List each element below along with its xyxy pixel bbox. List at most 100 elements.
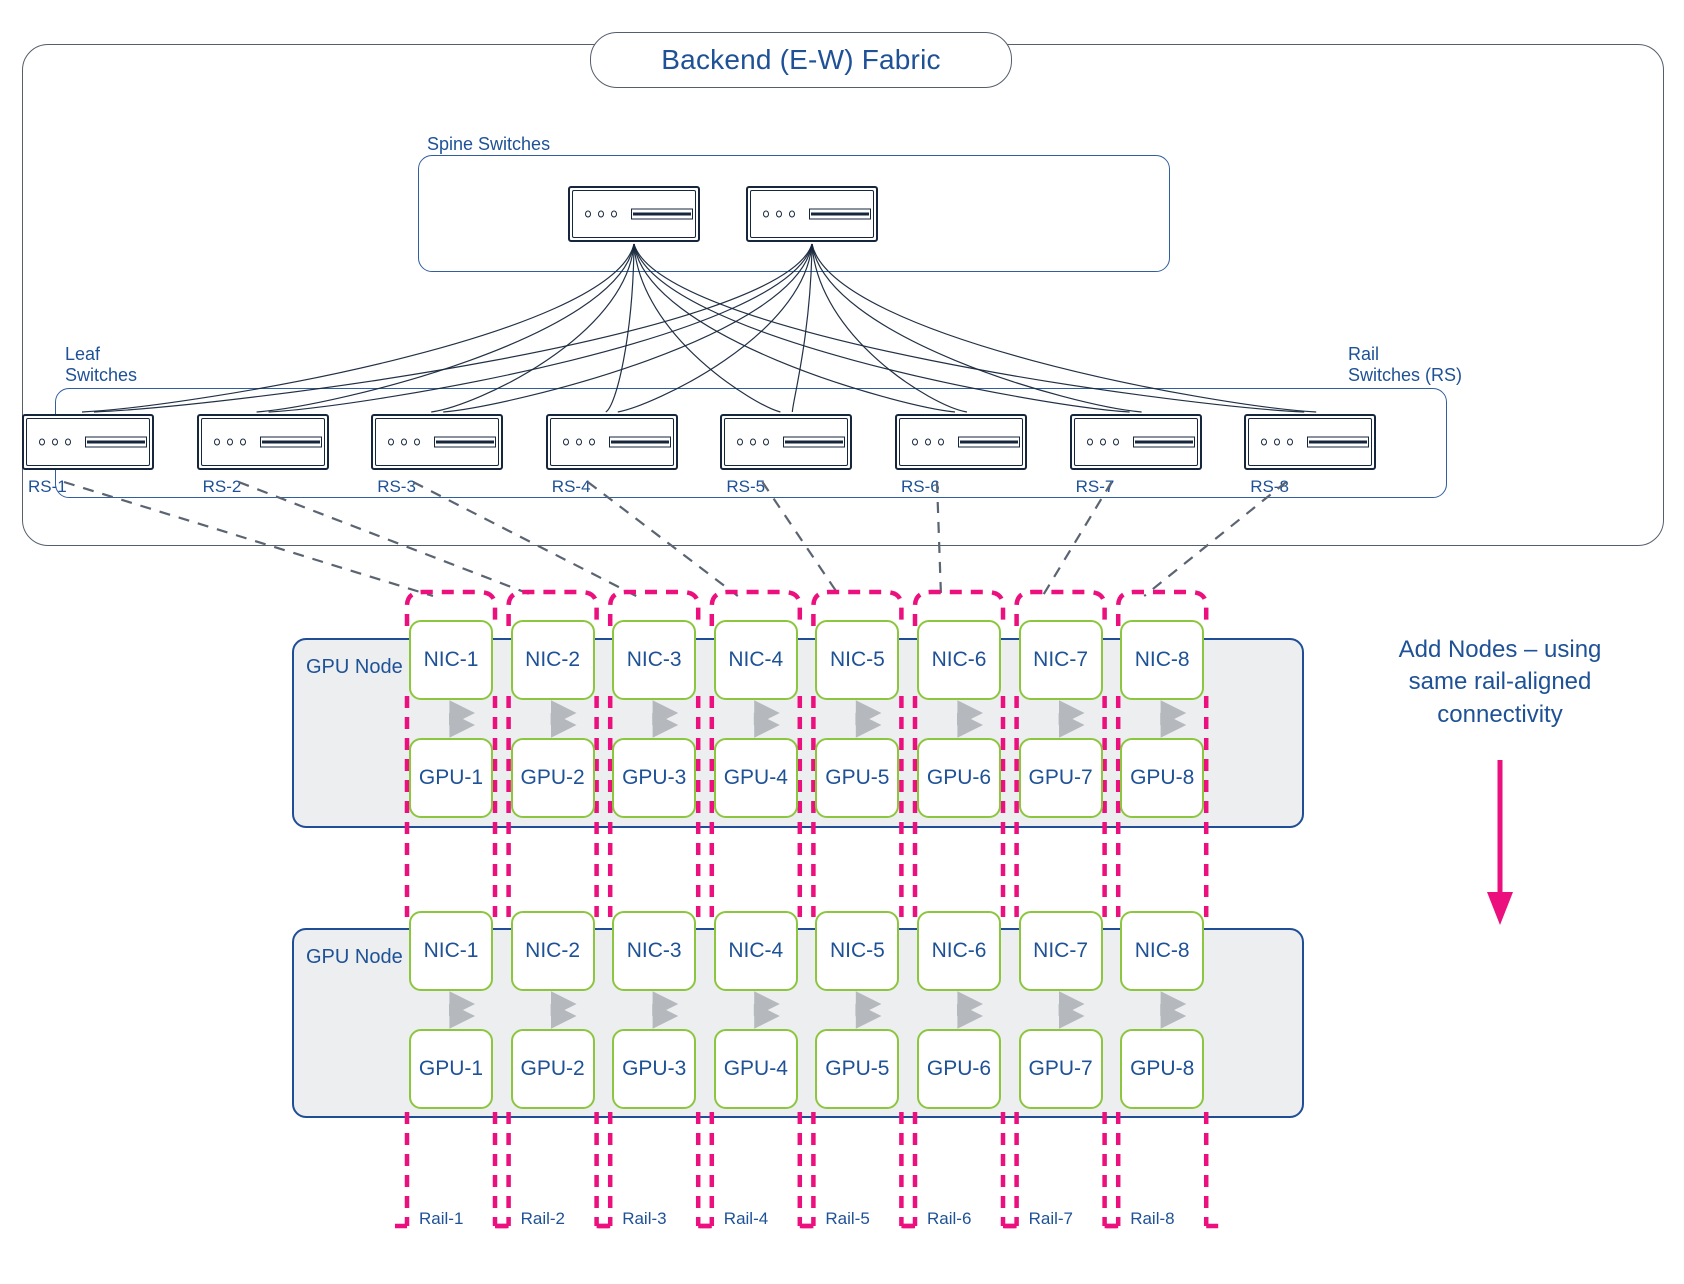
rail-switch-2[interactable] xyxy=(196,414,329,470)
rail-label-3: Rail-3 xyxy=(622,1209,667,1228)
gpu-cell-2-7[interactable]: GPU-7 xyxy=(1018,1029,1103,1109)
switch-port-bar-icon xyxy=(958,436,1020,448)
rail-switch-6[interactable] xyxy=(895,414,1027,470)
switch-port-bar-icon xyxy=(434,436,497,448)
switch-faceplate xyxy=(200,418,325,466)
rail-switch-3[interactable] xyxy=(371,414,504,470)
switch-port-bar-icon xyxy=(259,436,322,448)
gpu-cell-2-1[interactable]: GPU-1 xyxy=(409,1029,493,1109)
add-nodes-line3: connectivity xyxy=(1437,700,1563,728)
nic-cell-1-7[interactable]: NIC-7 xyxy=(1018,620,1103,700)
switch-port-dots-icon xyxy=(39,438,71,446)
switch-faceplate xyxy=(899,418,1023,466)
nic-cell-1-8[interactable]: NIC-8 xyxy=(1120,620,1205,700)
gpu-cell-1-6[interactable]: GPU-6 xyxy=(917,738,1001,818)
gpu-cell-1-2[interactable]: GPU-2 xyxy=(510,738,595,818)
switch-port-dots-icon xyxy=(1086,438,1119,446)
rail-label-7: Rail-7 xyxy=(1028,1209,1073,1228)
rail-switch-4[interactable] xyxy=(545,414,678,470)
nic-cell-2-4[interactable]: NIC-4 xyxy=(713,911,798,991)
rail-switch-label-1: RS-1 xyxy=(28,477,67,496)
nic-cell-2-8[interactable]: NIC-8 xyxy=(1120,911,1205,991)
add-nodes-arrow-icon xyxy=(1487,760,1513,925)
add-nodes-line1: Add Nodes – using xyxy=(1398,636,1602,663)
leaf-switches-label: Leaf Switches xyxy=(65,344,138,386)
gpu-cell-2-3[interactable]: GPU-3 xyxy=(612,1029,697,1109)
rail-switch-7[interactable] xyxy=(1069,414,1202,470)
rail-label-8: Rail-8 xyxy=(1130,1209,1175,1228)
nic-cell-2-7[interactable]: NIC-7 xyxy=(1018,911,1103,991)
rail-switch-8[interactable] xyxy=(1244,414,1377,470)
nic-cell-1-6[interactable]: NIC-6 xyxy=(917,620,1001,700)
switch-faceplate xyxy=(572,190,696,238)
rail-switch-1[interactable] xyxy=(22,414,154,470)
switch-faceplate xyxy=(26,418,150,466)
nic-cell-1-4[interactable]: NIC-4 xyxy=(713,620,798,700)
rail-switch-label-8: RS-8 xyxy=(1250,477,1289,496)
fabric-title: Backend (E-W) Fabric xyxy=(590,32,1012,88)
switch-port-bar-icon xyxy=(631,208,693,220)
rail-switch-label-6: RS-6 xyxy=(901,477,940,496)
gpu-cell-1-3[interactable]: GPU-3 xyxy=(612,738,697,818)
switch-port-bar-icon xyxy=(1307,436,1370,448)
nic-cell-2-6[interactable]: NIC-6 xyxy=(917,911,1001,991)
switch-port-bar-icon xyxy=(1132,436,1195,448)
spine-switch-2[interactable] xyxy=(746,186,878,242)
rail-switches-label: Rail Switches (RS) xyxy=(1348,344,1463,386)
nic-cell-2-1[interactable]: NIC-1 xyxy=(409,911,493,991)
nic-cell-1-3[interactable]: NIC-3 xyxy=(612,620,697,700)
rail-switch-label-5: RS-5 xyxy=(726,477,766,496)
nic-cell-2-5[interactable]: NIC-5 xyxy=(815,911,900,991)
nic-cell-1-1[interactable]: NIC-1 xyxy=(409,620,493,700)
switch-port-bar-icon xyxy=(85,436,147,448)
add-nodes-line2: same rail-aligned xyxy=(1408,668,1592,696)
rail-switch-label-4: RS-4 xyxy=(551,477,591,496)
gpu-cell-2-5[interactable]: GPU-5 xyxy=(815,1029,900,1109)
rail-switch-label-2: RS-2 xyxy=(202,477,242,496)
switch-faceplate xyxy=(549,418,674,466)
spine-switches-label: Spine Switches xyxy=(427,134,551,154)
gpu-cell-2-8[interactable]: GPU-8 xyxy=(1120,1029,1205,1109)
rail-label-4: Rail-4 xyxy=(723,1209,769,1228)
nic-cell-1-2[interactable]: NIC-2 xyxy=(510,620,595,700)
rail-switch-label-7: RS-7 xyxy=(1075,477,1115,496)
switch-port-bar-icon xyxy=(809,208,871,220)
switch-faceplate xyxy=(1073,418,1198,466)
nic-cell-2-3[interactable]: NIC-3 xyxy=(612,911,697,991)
switch-port-dots-icon xyxy=(213,438,246,446)
switch-port-bar-icon xyxy=(783,436,846,448)
gpu-cell-1-7[interactable]: GPU-7 xyxy=(1018,738,1103,818)
switch-faceplate xyxy=(375,418,500,466)
switch-port-dots-icon xyxy=(388,438,421,446)
rail-switch-label-3: RS-3 xyxy=(377,477,416,496)
gpu-cell-1-5[interactable]: GPU-5 xyxy=(815,738,900,818)
spine-switch-1[interactable] xyxy=(568,186,700,242)
switch-faceplate xyxy=(724,418,849,466)
rail-label-6: Rail-6 xyxy=(927,1209,972,1228)
rail-label-5: Rail-5 xyxy=(825,1209,870,1228)
gpu-node-title-2: GPU Node xyxy=(306,946,403,968)
switch-faceplate xyxy=(1248,418,1373,466)
rail-label-2: Rail-2 xyxy=(520,1209,565,1228)
gpu-node-title-1: GPU Node xyxy=(306,656,403,678)
rail-switch-5[interactable] xyxy=(720,414,853,470)
switch-port-dots-icon xyxy=(1261,438,1294,446)
gpu-cell-2-4[interactable]: GPU-4 xyxy=(713,1029,798,1109)
gpu-cell-1-4[interactable]: GPU-4 xyxy=(713,738,798,818)
gpu-cell-1-8[interactable]: GPU-8 xyxy=(1120,738,1205,818)
gpu-cell-2-2[interactable]: GPU-2 xyxy=(510,1029,595,1109)
switch-port-bar-icon xyxy=(608,436,671,448)
gpu-cell-2-6[interactable]: GPU-6 xyxy=(917,1029,1001,1109)
switch-port-dots-icon xyxy=(912,438,944,446)
switch-port-dots-icon xyxy=(585,210,617,218)
gpu-cell-1-1[interactable]: GPU-1 xyxy=(409,738,493,818)
switch-port-dots-icon xyxy=(737,438,770,446)
nic-cell-1-5[interactable]: NIC-5 xyxy=(815,620,900,700)
switch-port-dots-icon xyxy=(562,438,595,446)
add-nodes-annotation: Add Nodes – using same rail-aligned conn… xyxy=(1330,634,1670,731)
switch-port-dots-icon xyxy=(763,210,795,218)
nic-cell-2-2[interactable]: NIC-2 xyxy=(510,911,595,991)
switch-faceplate xyxy=(750,190,874,238)
rail-label-1: Rail-1 xyxy=(419,1209,464,1228)
